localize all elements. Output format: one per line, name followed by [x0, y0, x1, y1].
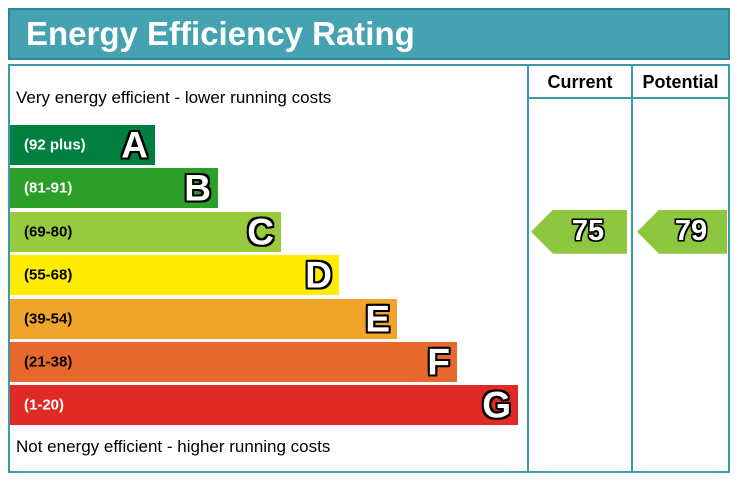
- band-row-G: (1-20) G: [10, 384, 518, 426]
- potential-column-divider: [631, 66, 633, 471]
- band-letter: B: [184, 167, 211, 209]
- band-range-label: (55-68): [24, 266, 73, 284]
- current-rating-arrow: 75: [531, 209, 627, 254]
- band-letter: C: [247, 211, 274, 253]
- current-column-divider: [527, 66, 529, 471]
- band-range-label: (1-20): [24, 396, 65, 414]
- current-column-header: Current: [547, 72, 613, 92]
- band-range-label: (69-80): [24, 223, 73, 241]
- band-range-label: (92 plus): [24, 136, 86, 154]
- band-letter: A: [121, 124, 148, 166]
- band-row-F: (21-38) F: [10, 342, 457, 382]
- band-range-label: (81-91): [24, 179, 73, 197]
- band-letter: G: [482, 384, 511, 426]
- band-row-D: (55-68) D: [10, 254, 339, 296]
- band-row-B: (81-91) B: [10, 167, 218, 209]
- band-row-A: (92 plus) A: [10, 125, 155, 165]
- potential-rating-value: 79: [674, 215, 708, 248]
- band-letter: F: [427, 341, 450, 383]
- band-letter: D: [305, 254, 332, 296]
- header-divider-line: [527, 97, 728, 99]
- top-caption: Very energy efficient - lower running co…: [16, 88, 332, 107]
- current-rating-value: 75: [571, 215, 605, 248]
- band-range-label: (21-38): [24, 353, 73, 371]
- band-letter: E: [365, 298, 390, 340]
- band-row-C: (69-80) C: [10, 211, 281, 253]
- page-title: Energy Efficiency Rating: [26, 15, 415, 52]
- potential-column-header: Potential: [642, 72, 719, 92]
- bottom-caption: Not energy efficient - higher running co…: [16, 437, 331, 456]
- band-row-E: (39-54) E: [10, 298, 397, 340]
- title-bar: Energy Efficiency Rating: [8, 8, 730, 60]
- energy-efficiency-chart: Current Potential Very energy efficient …: [8, 64, 730, 473]
- band-range-label: (39-54): [24, 310, 73, 328]
- potential-rating-arrow: 79: [637, 209, 727, 254]
